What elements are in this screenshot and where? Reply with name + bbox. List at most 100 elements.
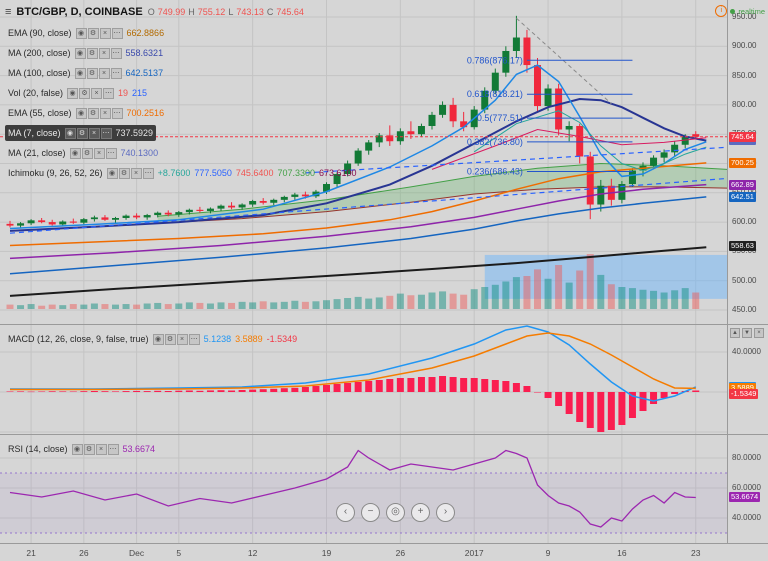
visibility-button[interactable]: ◉: [106, 167, 118, 179]
candle[interactable]: [59, 221, 67, 225]
indicator-row-ma-200-close[interactable]: MA (200, close) ◉ ⚙ × ⋯ 558.6321: [5, 45, 166, 61]
candle[interactable]: [164, 212, 172, 215]
candle[interactable]: [555, 88, 563, 130]
drawing-rectangle[interactable]: [484, 254, 727, 299]
info-icon[interactable]: i: [715, 5, 728, 17]
more-button[interactable]: ⋯: [100, 127, 112, 139]
more-button[interactable]: ⋯: [142, 167, 154, 179]
delete-button[interactable]: ×: [91, 87, 103, 99]
visibility-button[interactable]: ◉: [74, 47, 86, 59]
candle[interactable]: [249, 201, 257, 205]
candle[interactable]: [681, 136, 689, 145]
candle[interactable]: [502, 50, 510, 73]
candle[interactable]: [80, 219, 88, 223]
indicator-row-ema-55-close[interactable]: EMA (55, close) ◉ ⚙ × ⋯ 700.2516: [5, 105, 167, 121]
candle[interactable]: [354, 150, 362, 164]
candle[interactable]: [692, 134, 700, 137]
more-button[interactable]: ⋯: [188, 333, 200, 345]
candle[interactable]: [417, 125, 425, 135]
delete-button[interactable]: ×: [176, 333, 188, 345]
candle[interactable]: [143, 215, 151, 218]
scroll-left-button[interactable]: ‹: [336, 503, 355, 522]
delete-button[interactable]: ×: [99, 27, 111, 39]
close-pane-button[interactable]: ×: [754, 328, 764, 338]
delete-button[interactable]: ×: [93, 147, 105, 159]
move-pane-down-button[interactable]: ▼: [742, 328, 752, 338]
candle[interactable]: [154, 212, 162, 216]
indicator-row-rsi-14-close[interactable]: RSI (14, close) ◉ ⚙ × ⋯ 53.6674: [5, 441, 158, 457]
chart-canvas[interactable]: 0.786(876.17) 0.618(818.21) 0.5(777.51) 0.3…: [0, 0, 727, 543]
candle[interactable]: [628, 170, 636, 185]
candle[interactable]: [333, 174, 341, 185]
indicator-row-ema-90-close[interactable]: EMA (90, close) ◉ ⚙ × ⋯ 662.8866: [5, 25, 167, 41]
candle[interactable]: [175, 212, 183, 215]
candle[interactable]: [491, 72, 499, 91]
pane-separator[interactable]: [0, 434, 768, 435]
candle[interactable]: [112, 217, 119, 220]
price-axis[interactable]: 950.00900.00850.00800.00750.00700.00650.…: [727, 0, 768, 543]
reset-view-button[interactable]: ◎: [386, 503, 405, 522]
more-button[interactable]: ⋯: [107, 443, 119, 455]
delete-button[interactable]: ×: [88, 127, 100, 139]
more-button[interactable]: ⋯: [110, 67, 122, 79]
candle[interactable]: [185, 209, 193, 213]
delete-button[interactable]: ×: [95, 443, 107, 455]
candle[interactable]: [27, 220, 35, 224]
time-axis[interactable]: 21 26 Dec 5 12 19 26 2017 9 16 23: [0, 543, 768, 561]
visibility-button[interactable]: ◉: [71, 443, 83, 455]
settings-button[interactable]: ⚙: [87, 27, 99, 39]
more-button[interactable]: ⋯: [110, 47, 122, 59]
candle[interactable]: [449, 104, 457, 122]
candle[interactable]: [238, 204, 246, 208]
indicator-row-ma-21-close[interactable]: MA (21, close) ◉ ⚙ × ⋯ 740.1300: [5, 145, 161, 161]
delete-button[interactable]: ×: [98, 67, 110, 79]
more-button[interactable]: ⋯: [111, 27, 123, 39]
indicator-row-vol-20-false[interactable]: Vol (20, false) ◉ ⚙ × ⋯ 19 215: [5, 85, 150, 101]
delete-button[interactable]: ×: [98, 47, 110, 59]
candle[interactable]: [291, 194, 299, 197]
zoom-out-button[interactable]: −: [361, 503, 380, 522]
delete-button[interactable]: ×: [99, 107, 111, 119]
candle[interactable]: [386, 135, 394, 142]
candle[interactable]: [101, 217, 109, 220]
candle[interactable]: [460, 121, 468, 128]
candle[interactable]: [344, 163, 352, 175]
candle[interactable]: [6, 223, 14, 226]
visibility-button[interactable]: ◉: [67, 87, 79, 99]
candle[interactable]: [122, 215, 130, 218]
candle[interactable]: [259, 201, 267, 203]
indicator-row-macd-12-26-close-9-false-true[interactable]: MACD (12, 26, close, 9, false, true) ◉ ⚙ × ⋯…: [5, 331, 300, 347]
candle[interactable]: [228, 205, 236, 208]
settings-button[interactable]: ⚙: [164, 333, 176, 345]
candle[interactable]: [671, 144, 679, 153]
settings-button[interactable]: ⚙: [83, 443, 95, 455]
candle[interactable]: [133, 215, 141, 218]
settings-button[interactable]: ⚙: [79, 87, 91, 99]
visibility-button[interactable]: ◉: [75, 27, 87, 39]
candle[interactable]: [323, 184, 330, 192]
more-button[interactable]: ⋯: [111, 107, 123, 119]
candle[interactable]: [280, 196, 288, 200]
candle[interactable]: [365, 142, 373, 151]
settings-button[interactable]: ⚙: [76, 127, 88, 139]
zoom-in-button[interactable]: +: [411, 503, 430, 522]
more-button[interactable]: ⋯: [105, 147, 117, 159]
candle[interactable]: [38, 220, 46, 223]
indicator-row-ma-100-close[interactable]: MA (100, close) ◉ ⚙ × ⋯ 642.5137: [5, 65, 166, 81]
candle[interactable]: [217, 205, 225, 209]
candle[interactable]: [196, 209, 204, 211]
settings-button[interactable]: ⚙: [81, 147, 93, 159]
delete-button[interactable]: ×: [130, 167, 142, 179]
scroll-right-button[interactable]: ›: [436, 503, 455, 522]
candle[interactable]: [69, 221, 77, 223]
candle[interactable]: [586, 156, 594, 205]
settings-button[interactable]: ⚙: [86, 67, 98, 79]
candle[interactable]: [90, 217, 98, 220]
more-button[interactable]: ⋯: [103, 87, 115, 99]
candle[interactable]: [206, 208, 214, 211]
move-pane-up-button[interactable]: ▲: [730, 328, 740, 338]
visibility-button[interactable]: ◉: [152, 333, 164, 345]
candle[interactable]: [660, 152, 668, 158]
visibility-button[interactable]: ◉: [74, 67, 86, 79]
candle[interactable]: [534, 65, 541, 107]
